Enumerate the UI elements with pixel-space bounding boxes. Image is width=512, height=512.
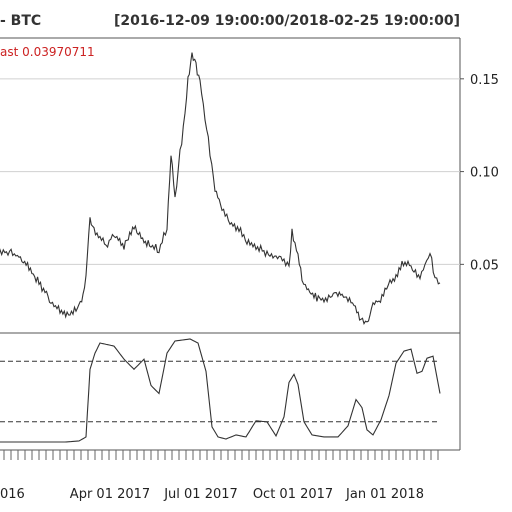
indicator-line <box>0 338 441 443</box>
x-tick-label: Apr 01 2017 <box>70 487 150 502</box>
y-axis-tick-labels: 0.15 0.10 0.05 <box>460 73 499 273</box>
x-axis-tick-labels: 016 Apr 01 2017 Jul 01 2017 Oct 01 2017 Jan … <box>0 487 424 502</box>
main-panel-gridlines <box>0 78 460 265</box>
indicator-series <box>0 338 441 443</box>
chart-title: - BTC <box>0 13 41 29</box>
x-tick-label: Jul 01 2017 <box>163 487 238 502</box>
y-tick-label: 0.05 <box>470 258 499 273</box>
y-tick-label: 0.10 <box>470 166 499 181</box>
x-tick-label: 016 <box>0 487 25 502</box>
last-value-label: ast 0.03970711 <box>0 45 95 59</box>
indicator-reference-lines <box>0 360 440 423</box>
x-tick-label: Oct 01 2017 <box>253 487 333 502</box>
x-axis-minor-ticks <box>3 450 439 460</box>
y-tick-label: 0.15 <box>470 73 499 88</box>
chart-date-range: [2016-12-09 19:00:00/2018-02-25 19:00:00… <box>114 13 460 29</box>
price-line <box>0 52 441 325</box>
x-tick-label: Jan 01 2018 <box>345 487 424 502</box>
price-series <box>0 52 441 325</box>
